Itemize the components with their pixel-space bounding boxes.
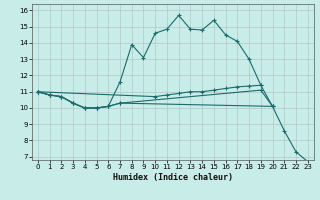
X-axis label: Humidex (Indice chaleur): Humidex (Indice chaleur)	[113, 173, 233, 182]
